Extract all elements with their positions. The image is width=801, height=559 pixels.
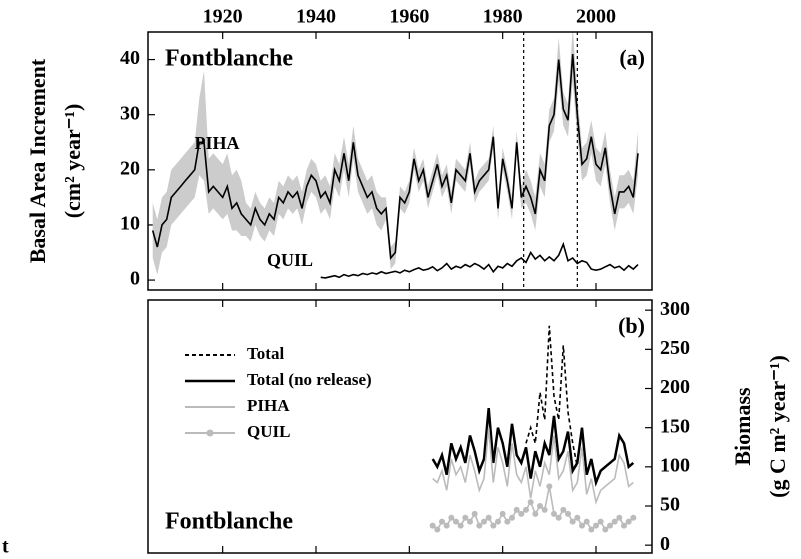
marker [611,518,618,525]
plot-area [151,32,639,279]
y-tick-label: 20 [120,157,140,179]
y-tick-label: 10 [120,213,140,235]
plot-area [429,325,637,533]
marker [532,510,539,517]
legend-label: Total [247,344,284,363]
marker [439,518,445,525]
y-axis-label: (g C m² year⁻¹) [765,355,790,498]
marker [443,522,450,529]
plot-frame [147,299,653,554]
marker [476,522,483,529]
y-tick-label: 200 [660,376,690,398]
y-tick-label: 30 [120,102,140,124]
annotation: t [2,536,9,558]
plot-frame [147,31,653,291]
marker [569,518,576,525]
y-tick-label: 250 [660,337,690,359]
annotation: (a) [619,45,645,70]
marker [579,522,585,529]
marker [509,514,515,521]
marker [588,526,595,533]
marker [504,518,511,525]
marker [593,522,599,529]
marker [434,526,441,533]
legend-label: Total (no release) [247,370,372,389]
marker [602,526,609,533]
annotation: PIHA [195,133,240,153]
marker [467,518,473,525]
marker [471,510,478,517]
series-line [151,54,639,260]
annotation: Fontblanche [165,509,293,535]
marker [574,514,581,521]
marker [621,522,627,529]
marker [597,518,604,525]
series-line [432,427,634,505]
y-tick-label: 0 [660,533,670,555]
y-tick-label: 0 [130,268,140,290]
y-axis-label: (cm² year⁻¹) [60,104,85,219]
marker [527,499,534,506]
y-tick-label: 50 [660,494,680,516]
x-tick-label: 1980 [483,6,523,28]
marker [560,506,567,513]
marker [565,510,571,517]
marker [616,514,623,521]
y-tick-label: 40 [120,47,140,69]
marker [551,510,557,517]
marker [541,506,548,513]
legend-label: PIHA [247,396,290,415]
marker [607,522,613,529]
legend-label: QUIL [247,422,290,441]
marker [630,514,637,521]
marker [546,483,553,490]
marker [495,518,501,525]
marker [462,514,469,521]
legend-marker [206,429,214,437]
annotation: (b) [618,313,645,338]
marker [457,522,464,529]
y-tick-label: 150 [660,415,690,437]
marker [537,503,543,510]
band [152,32,638,275]
x-tick-label: 1920 [203,6,243,28]
x-tick-label: 2000 [576,6,616,28]
annotation: Fontblanche [165,46,293,72]
marker [555,514,562,521]
marker [523,506,529,513]
series-line [525,325,579,467]
marker [625,518,632,525]
marker [583,518,590,525]
marker [513,506,520,513]
marker [518,510,525,517]
y-tick-label: 300 [660,298,690,320]
marker [485,514,492,521]
marker [481,518,487,525]
marker [490,522,497,529]
marker [453,518,459,525]
marker [448,514,455,521]
y-tick-label: 100 [660,454,690,476]
x-tick-label: 1940 [296,6,336,28]
series-line [320,241,639,279]
x-tick-label: 1960 [389,6,429,28]
y-axis-label: Biomass [730,387,755,466]
marker [499,510,506,517]
y-axis-label: Basal Area Increment [25,58,50,263]
annotation: QUIL [267,250,313,270]
marker [429,522,436,529]
series-line [431,407,635,487]
